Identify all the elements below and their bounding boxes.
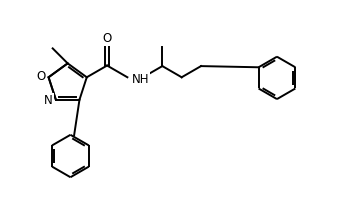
Text: O: O bbox=[37, 70, 46, 83]
Text: N: N bbox=[44, 94, 53, 107]
Text: NH: NH bbox=[132, 73, 149, 86]
Text: O: O bbox=[102, 32, 112, 45]
